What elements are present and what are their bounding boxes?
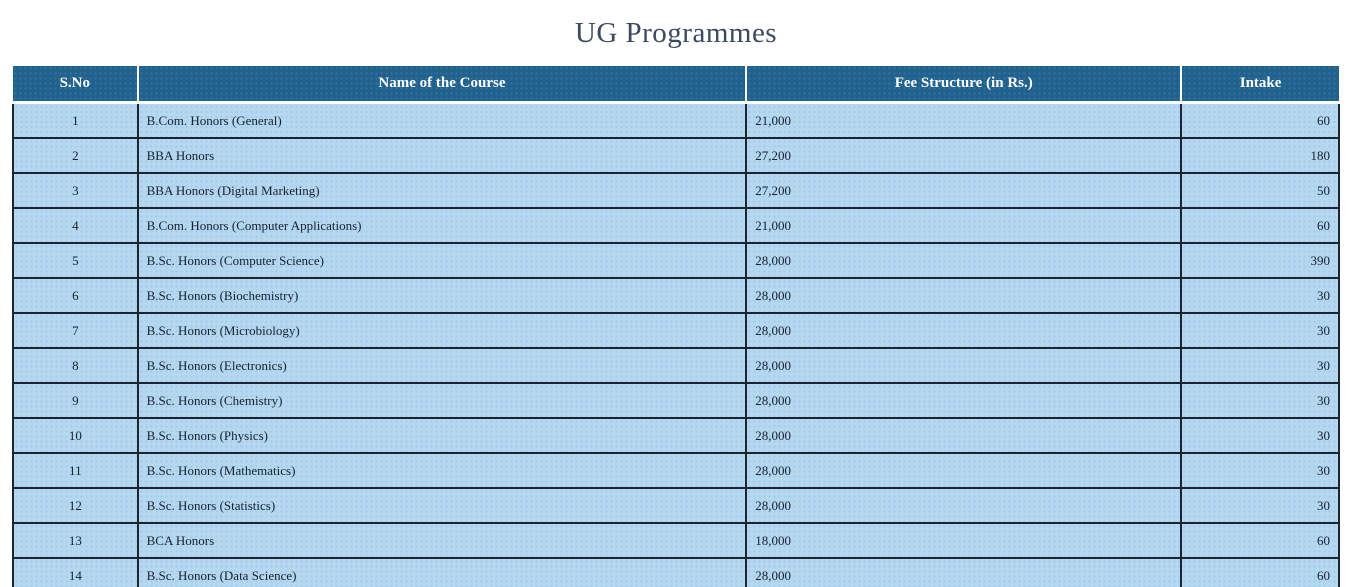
cell-course: B.Sc. Honors (Physics): [136, 417, 748, 454]
table-row: 5 B.Sc. Honors (Computer Science) 28,000…: [12, 242, 1340, 279]
cell-fee: 28,000: [745, 312, 1183, 349]
cell-sno: 6: [12, 277, 139, 314]
cell-fee: 28,000: [745, 347, 1183, 384]
cell-course: B.Sc. Honors (Statistics): [136, 487, 748, 524]
cell-sno: 14: [12, 557, 139, 587]
cell-sno: 8: [12, 347, 139, 384]
cell-sno: 9: [12, 382, 139, 419]
cell-course: B.Sc. Honors (Biochemistry): [136, 277, 748, 314]
cell-fee: 28,000: [745, 452, 1183, 489]
cell-intake: 30: [1180, 487, 1340, 524]
cell-intake: 30: [1180, 312, 1340, 349]
cell-sno: 1: [12, 101, 139, 139]
ug-programmes-table: S.No Name of the Course Fee Structure (i…: [12, 66, 1340, 587]
table-row: 13 BCA Honors 18,000 60: [12, 522, 1340, 559]
column-header-fee: Fee Structure (in Rs.): [745, 66, 1182, 104]
cell-course: B.Sc. Honors (Data Science): [136, 557, 748, 587]
table-row: 14 B.Sc. Honors (Data Science) 28,000 60: [12, 557, 1340, 587]
cell-intake: 60: [1180, 522, 1340, 559]
cell-course: BBA Honors: [136, 137, 748, 174]
cell-course: B.Sc. Honors (Electronics): [136, 347, 748, 384]
cell-fee: 27,200: [745, 137, 1183, 174]
cell-intake: 60: [1180, 557, 1340, 587]
table-row: 7 B.Sc. Honors (Microbiology) 28,000 30: [12, 312, 1340, 349]
cell-intake: 50: [1180, 172, 1340, 209]
cell-sno: 2: [12, 137, 139, 174]
table-row: 8 B.Sc. Honors (Electronics) 28,000 30: [12, 347, 1340, 384]
cell-course: B.Com. Honors (General): [136, 101, 748, 139]
cell-intake: 30: [1180, 277, 1340, 314]
cell-course: B.Sc. Honors (Microbiology): [136, 312, 748, 349]
column-header-course: Name of the Course: [136, 66, 747, 104]
cell-fee: 28,000: [745, 557, 1183, 587]
cell-sno: 4: [12, 207, 139, 244]
cell-sno: 3: [12, 172, 139, 209]
table-row: 9 B.Sc. Honors (Chemistry) 28,000 30: [12, 382, 1340, 419]
table-row: 2 BBA Honors 27,200 180: [12, 137, 1340, 174]
table-header: S.No Name of the Course Fee Structure (i…: [13, 66, 1339, 104]
cell-fee: 28,000: [745, 242, 1183, 279]
column-header-sno: S.No: [13, 66, 138, 104]
cell-fee: 28,000: [745, 487, 1183, 524]
table-body: 1 B.Com. Honors (General) 21,000 60 2 BB…: [12, 101, 1340, 587]
cell-course: B.Sc. Honors (Mathematics): [136, 452, 748, 489]
table-row: 4 B.Com. Honors (Computer Applications) …: [12, 207, 1340, 244]
cell-course: B.Sc. Honors (Computer Science): [136, 242, 748, 279]
cell-fee: 21,000: [745, 101, 1183, 139]
cell-intake: 180: [1180, 137, 1340, 174]
cell-fee: 28,000: [745, 277, 1183, 314]
cell-intake: 30: [1180, 347, 1340, 384]
table-row: 6 B.Sc. Honors (Biochemistry) 28,000 30: [12, 277, 1340, 314]
cell-course: B.Com. Honors (Computer Applications): [136, 207, 748, 244]
cell-sno: 5: [12, 242, 139, 279]
header-row: S.No Name of the Course Fee Structure (i…: [13, 66, 1339, 104]
cell-fee: 28,000: [745, 382, 1183, 419]
table-row: 11 B.Sc. Honors (Mathematics) 28,000 30: [12, 452, 1340, 489]
cell-fee: 21,000: [745, 207, 1183, 244]
cell-sno: 11: [12, 452, 139, 489]
table-row: 12 B.Sc. Honors (Statistics) 28,000 30: [12, 487, 1340, 524]
cell-sno: 12: [12, 487, 139, 524]
cell-course: BBA Honors (Digital Marketing): [136, 172, 748, 209]
cell-intake: 30: [1180, 382, 1340, 419]
cell-intake: 30: [1180, 452, 1340, 489]
cell-sno: 10: [12, 417, 139, 454]
table-row: 10 B.Sc. Honors (Physics) 28,000 30: [12, 417, 1340, 454]
cell-fee: 18,000: [745, 522, 1183, 559]
cell-course: B.Sc. Honors (Chemistry): [136, 382, 748, 419]
column-header-intake: Intake: [1180, 66, 1339, 104]
cell-fee: 27,200: [745, 172, 1183, 209]
cell-intake: 60: [1180, 101, 1340, 139]
cell-intake: 390: [1180, 242, 1340, 279]
table-row: 3 BBA Honors (Digital Marketing) 27,200 …: [12, 172, 1340, 209]
table-row: 1 B.Com. Honors (General) 21,000 60: [12, 101, 1340, 139]
cell-intake: 60: [1180, 207, 1340, 244]
cell-course: BCA Honors: [136, 522, 748, 559]
cell-intake: 30: [1180, 417, 1340, 454]
page-title: UG Programmes: [574, 17, 778, 49]
cell-sno: 7: [12, 312, 139, 349]
cell-sno: 13: [12, 522, 139, 559]
cell-fee: 28,000: [745, 417, 1183, 454]
